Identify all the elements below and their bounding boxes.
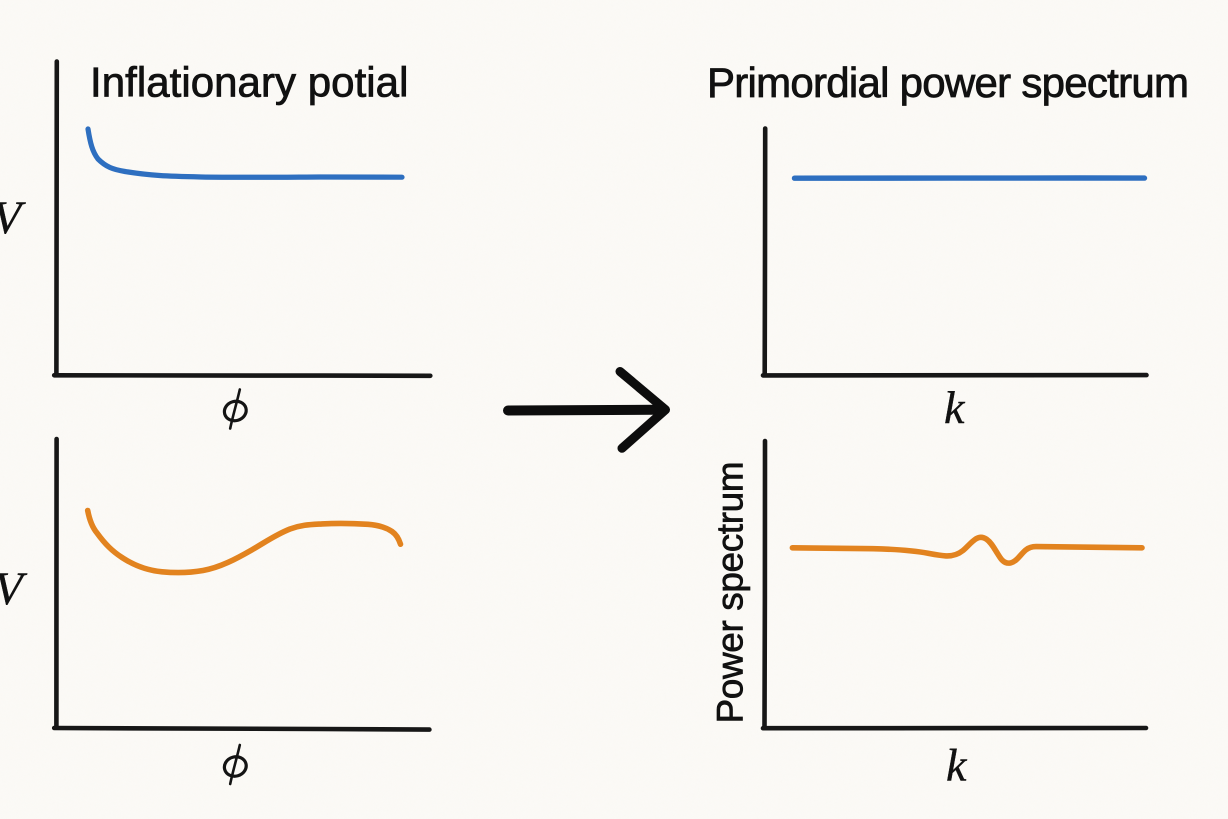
svg-text:Primordial power spectrum: Primordial power spectrum — [707, 59, 1188, 106]
svg-text:k: k — [944, 382, 966, 433]
svg-text:k: k — [946, 740, 968, 791]
svg-text:Power spectrum: Power spectrum — [710, 462, 751, 724]
svg-text:Inflationary potial: Inflationary potial — [90, 59, 408, 106]
